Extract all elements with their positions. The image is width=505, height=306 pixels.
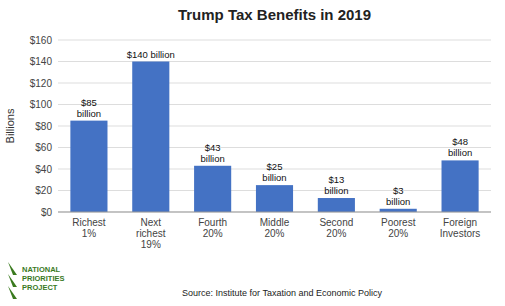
x-tick-label: Poorest20%	[381, 217, 416, 239]
y-tick-label: $80	[35, 121, 52, 132]
bar	[194, 166, 231, 212]
x-axis-line	[58, 212, 491, 213]
y-tick-label: $100	[30, 99, 53, 110]
bar	[132, 62, 169, 213]
logo-text: NATIONALPRIORITIESPROJECT	[22, 265, 65, 292]
grid-line	[58, 61, 491, 62]
x-tick-label: ForeignInvestors	[440, 217, 481, 239]
logo-icon	[8, 286, 17, 299]
x-tick-label: Fourth20%	[198, 217, 227, 239]
title: Trump Tax Benefits in 2019	[178, 6, 371, 23]
data-label: $48billion	[448, 136, 472, 158]
grid-line	[58, 126, 491, 127]
chart: Trump Tax Benefits in 2019 $0 $20 $40 $60 $80…	[0, 0, 505, 306]
x-tick-label: Middle20%	[260, 217, 290, 239]
x-tick-label: Nextrichest19%	[136, 217, 166, 250]
grid-line	[58, 83, 491, 84]
y-tick-label: $40	[35, 164, 52, 175]
y-tick-label: $20	[35, 185, 52, 196]
bar	[442, 160, 479, 212]
logo-icon	[8, 262, 17, 275]
grid-line	[58, 104, 491, 105]
y-tick-label: $120	[30, 78, 53, 89]
y-axis-label: Billions	[4, 108, 16, 143]
x-tick-label: Second20%	[319, 217, 353, 239]
bar	[70, 121, 107, 212]
y-tick-label: $160	[30, 35, 53, 46]
grid-line	[58, 212, 491, 213]
bar	[318, 198, 355, 212]
source-note: Source: Institute for Taxation and Econo…	[182, 288, 382, 298]
x-tick-label: Richest1%	[72, 217, 106, 239]
data-label: $25billion	[262, 161, 286, 183]
grid-line	[58, 40, 491, 41]
data-label: $43billion	[200, 142, 224, 164]
y-tick-label: $0	[41, 207, 53, 218]
data-label: $13billion	[324, 174, 348, 196]
data-label: $85billion	[77, 97, 101, 119]
data-label: $140 billion	[127, 49, 175, 60]
logo-icon	[8, 274, 17, 287]
bars	[70, 62, 478, 213]
bar	[256, 185, 293, 212]
grid-line	[58, 147, 491, 148]
y-tick-label: $60	[35, 142, 52, 153]
logo: NATIONALPRIORITIESPROJECT	[8, 262, 65, 299]
y-tick-label: $140	[30, 56, 53, 67]
data-label: $3billion	[386, 185, 410, 207]
